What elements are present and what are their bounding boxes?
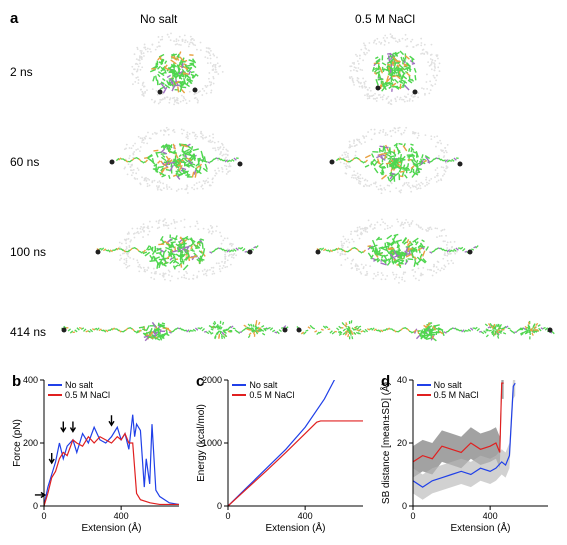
svg-text:Extension (Å): Extension (Å) bbox=[81, 521, 141, 534]
svg-text:20: 20 bbox=[397, 438, 407, 448]
legend-salt: 0.5 M NaCl bbox=[434, 390, 479, 400]
svg-text:400: 400 bbox=[114, 511, 129, 521]
row-label-414ns: 414 ns bbox=[10, 325, 46, 339]
svg-text:Energy (kcal/mol): Energy (kcal/mol) bbox=[196, 404, 207, 482]
panel-c: c0400010002000Extension (Å)Energy (kcal/… bbox=[194, 374, 372, 534]
sim-cell bbox=[330, 30, 460, 110]
legend-salt: 0.5 M NaCl bbox=[249, 390, 294, 400]
svg-text:Extension (Å): Extension (Å) bbox=[450, 521, 510, 534]
svg-text:Force (pN): Force (pN) bbox=[12, 419, 23, 467]
svg-text:0: 0 bbox=[41, 511, 46, 521]
sim-cell bbox=[100, 120, 255, 200]
sim-cell bbox=[110, 30, 240, 110]
svg-text:0: 0 bbox=[217, 501, 222, 511]
svg-text:0: 0 bbox=[402, 501, 407, 511]
svg-text:b: b bbox=[12, 374, 21, 390]
sim-cell bbox=[310, 210, 485, 290]
legend-nosalt: No salt bbox=[65, 380, 93, 390]
bottom-row: b04000200400Extension (Å)Force (pN) No s… bbox=[10, 374, 557, 534]
svg-text:2000: 2000 bbox=[202, 375, 222, 385]
panel-a: a No salt 0.5 M NaCl 2 ns 60 ns 100 ns 4… bbox=[10, 10, 557, 370]
legend-nosalt: No salt bbox=[249, 380, 277, 390]
row-label-60ns: 60 ns bbox=[10, 155, 39, 169]
legend-nosalt: No salt bbox=[434, 380, 462, 390]
sim-cell bbox=[295, 310, 555, 350]
sim-cell bbox=[90, 210, 265, 290]
sim-cell bbox=[320, 120, 475, 200]
legend-salt: 0.5 M NaCl bbox=[65, 390, 110, 400]
panel-b: b04000200400Extension (Å)Force (pN) No s… bbox=[10, 374, 188, 534]
panel-d: d040002040Extension (Å)SB distance [mean… bbox=[379, 374, 557, 534]
col-header-salt: 0.5 M NaCl bbox=[355, 12, 415, 26]
svg-text:0: 0 bbox=[410, 511, 415, 521]
svg-text:200: 200 bbox=[23, 438, 38, 448]
legend: No salt 0.5 M NaCl bbox=[48, 380, 110, 400]
panel-a-label: a bbox=[10, 10, 18, 27]
svg-text:400: 400 bbox=[23, 375, 38, 385]
row-label-100ns: 100 ns bbox=[10, 245, 46, 259]
svg-text:0: 0 bbox=[226, 511, 231, 521]
svg-text:40: 40 bbox=[397, 375, 407, 385]
row-label-2ns: 2 ns bbox=[10, 65, 33, 79]
sim-cell bbox=[60, 310, 290, 350]
legend: No salt 0.5 M NaCl bbox=[232, 380, 294, 400]
svg-text:400: 400 bbox=[298, 511, 313, 521]
svg-text:0: 0 bbox=[33, 501, 38, 511]
col-header-nosalt: No salt bbox=[140, 12, 177, 26]
svg-text:Extension (Å): Extension (Å) bbox=[266, 521, 326, 534]
svg-text:SB distance [mean±SD] (Å): SB distance [mean±SD] (Å) bbox=[379, 382, 392, 504]
legend: No salt 0.5 M NaCl bbox=[417, 380, 479, 400]
svg-text:400: 400 bbox=[482, 511, 497, 521]
